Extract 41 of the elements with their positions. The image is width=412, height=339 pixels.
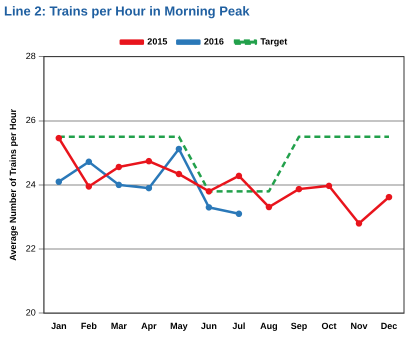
y-tick-label: 26 bbox=[26, 115, 36, 126]
y-axis-title: Average Number of Trains per Hour bbox=[8, 108, 18, 261]
point bbox=[86, 158, 92, 166]
x-tick-label: Jan bbox=[51, 321, 67, 332]
y-tick-label: 20 bbox=[26, 308, 36, 318]
point bbox=[356, 220, 362, 227]
point bbox=[326, 182, 332, 190]
x-tick-label: May bbox=[170, 321, 188, 332]
point bbox=[116, 182, 122, 188]
point bbox=[296, 186, 302, 192]
x-tick-label: Sep bbox=[290, 321, 308, 332]
y-tick-label: 24 bbox=[26, 179, 36, 190]
x-tick-label: Jul bbox=[232, 321, 246, 332]
x-tick-label: Dec bbox=[380, 321, 398, 332]
point bbox=[146, 184, 152, 192]
x-tick-label: Aug bbox=[260, 321, 278, 332]
point bbox=[176, 170, 182, 178]
x-tick-label: Nov bbox=[350, 321, 368, 332]
point bbox=[56, 178, 62, 185]
point bbox=[236, 172, 242, 180]
legend-label: Target bbox=[260, 36, 288, 47]
point bbox=[146, 158, 152, 164]
y-tick-label: 22 bbox=[26, 244, 36, 254]
point bbox=[206, 188, 212, 195]
x-tick-label: Feb bbox=[80, 321, 98, 332]
point bbox=[206, 204, 212, 211]
point bbox=[56, 134, 62, 142]
point bbox=[236, 210, 242, 218]
point bbox=[86, 183, 92, 190]
x-tick-label: Mar bbox=[110, 321, 128, 332]
point bbox=[176, 146, 182, 152]
x-tick-label: Oct bbox=[321, 321, 336, 332]
x-tick-label: Jun bbox=[200, 321, 217, 332]
x-tick-label: Apr bbox=[141, 321, 158, 332]
point bbox=[116, 164, 122, 170]
legend-label: 2016 bbox=[204, 36, 224, 47]
point bbox=[266, 204, 272, 210]
point bbox=[386, 194, 392, 200]
y-tick-label: 28 bbox=[26, 51, 36, 62]
chart-title: Line 2: Trains per Hour in Morning Peak bbox=[4, 3, 250, 18]
legend-label: 2015 bbox=[147, 36, 168, 47]
